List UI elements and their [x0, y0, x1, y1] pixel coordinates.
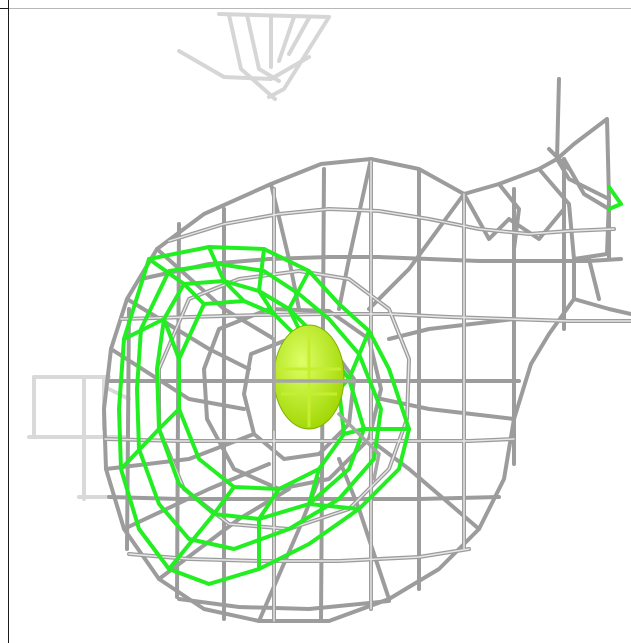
central-atom-sphere[interactable]	[273, 324, 345, 430]
viewport-frame-tick	[0, 8, 9, 9]
density-mesh-green	[117, 185, 623, 586]
viewport-frame-left	[8, 0, 9, 643]
viewport-frame-top	[0, 8, 631, 9]
molecular-viewer-canvas[interactable]	[9, 9, 631, 643]
foreground-mesh-strands	[247, 337, 381, 481]
faded-structure-top	[177, 12, 331, 101]
